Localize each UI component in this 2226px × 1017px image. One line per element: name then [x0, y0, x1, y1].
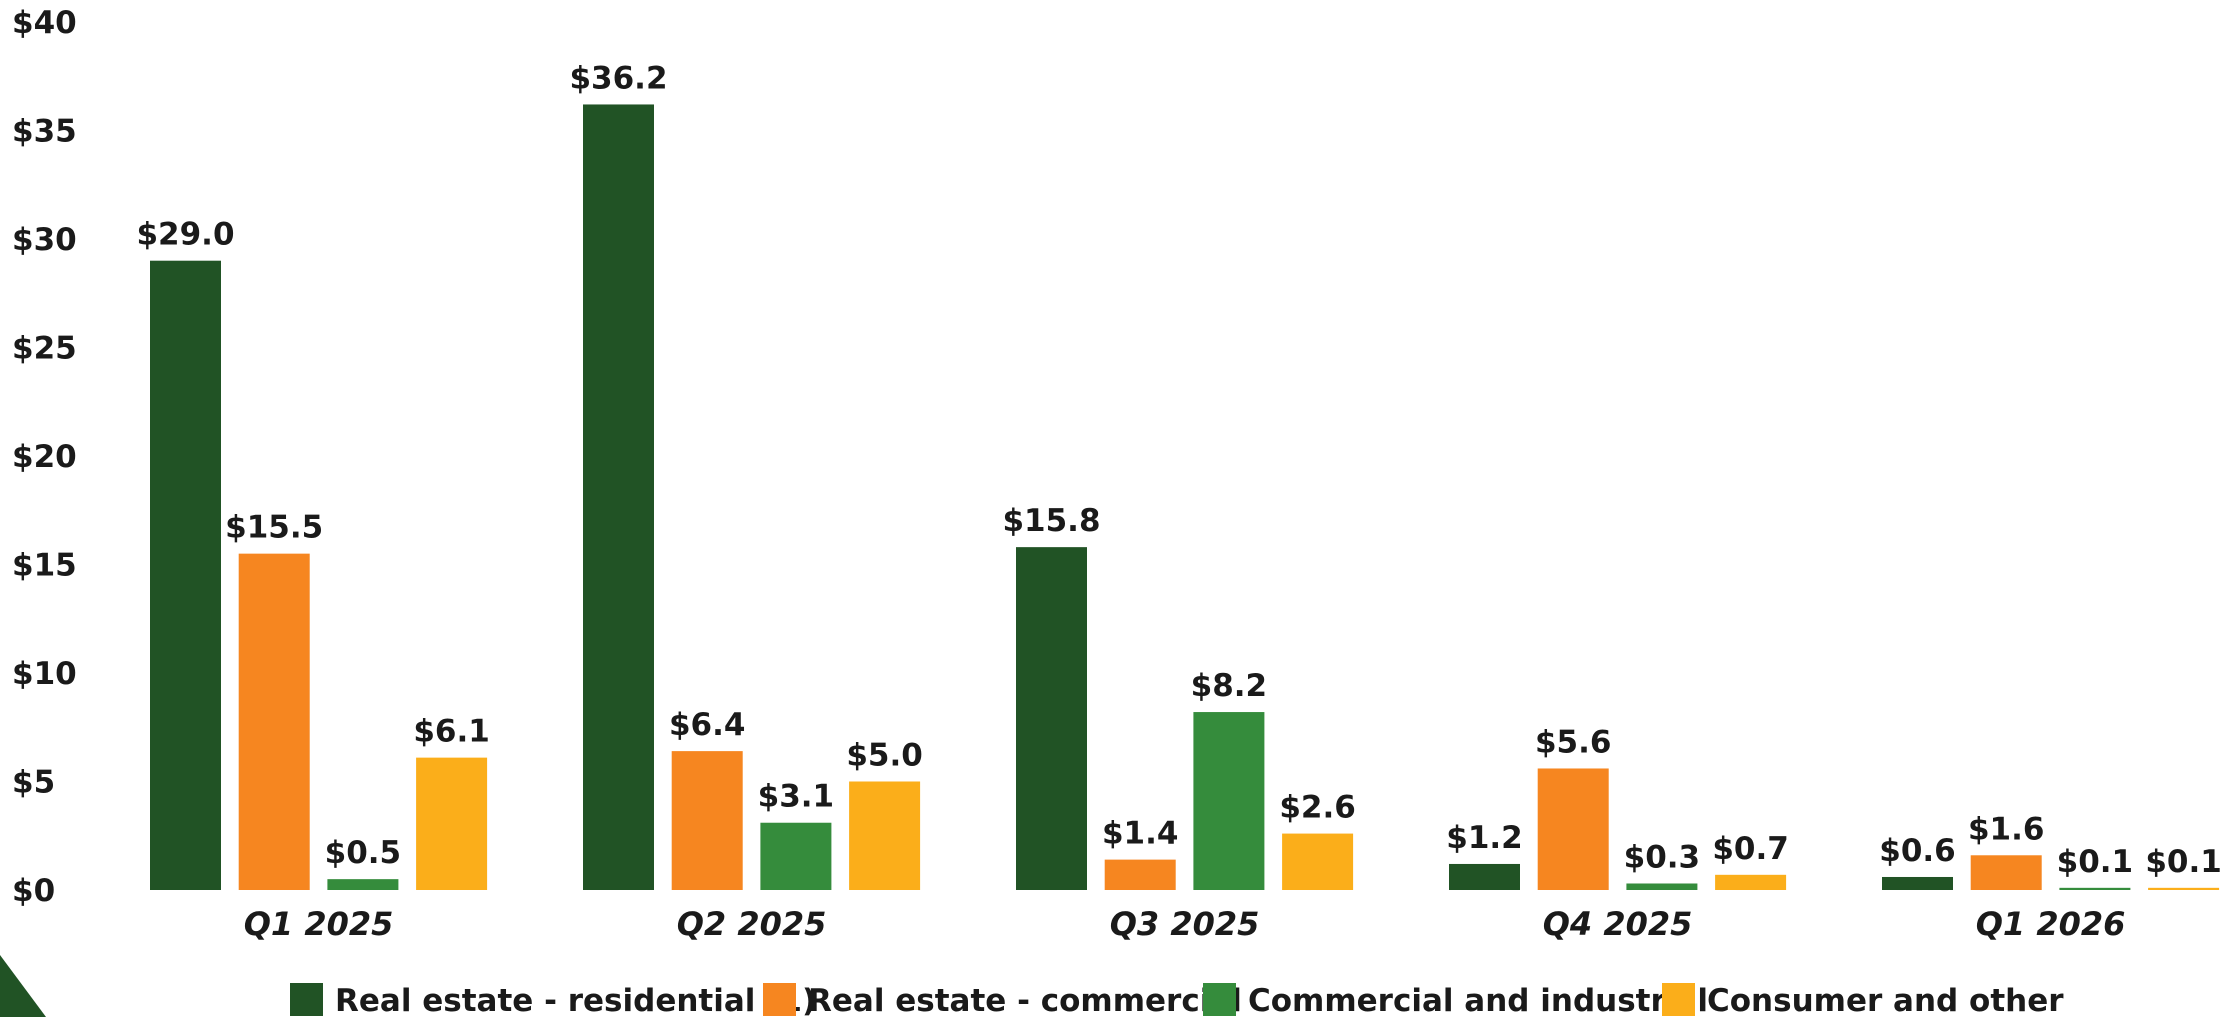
y-tick-label: $35	[12, 114, 77, 150]
legend-swatch	[290, 983, 323, 1016]
y-tick-label: $15	[12, 548, 77, 584]
bar	[1104, 859, 1176, 890]
legend-item: Real estate - commercial	[763, 983, 1242, 1017]
legend-label: Real estate - commercial	[808, 983, 1242, 1017]
legend-label: Real estate - residential (1)	[335, 983, 816, 1017]
x-tick-label: Q2 2025	[677, 905, 827, 943]
bar	[1282, 833, 1354, 890]
data-label: $36.2	[569, 60, 667, 96]
legend-label: Consumer and other	[1707, 983, 2064, 1017]
x-tick-label: Q3 2025	[1110, 905, 1260, 943]
y-tick-label: $25	[12, 331, 77, 367]
bar	[2059, 887, 2131, 890]
bar	[1970, 855, 2042, 890]
bar	[1882, 876, 1953, 890]
legend-swatch	[763, 983, 796, 1016]
legend-item: Real estate - residential (1)	[290, 983, 816, 1017]
data-label: $0.1	[2145, 844, 2222, 880]
category-group: $0.6 $1.6 $0.1 $0.1	[1879, 811, 2222, 890]
category-group: $29.0 $15.5 $0.5 $6.1	[136, 217, 490, 890]
bars: $29.0 $15.5 $0.5 $6.1 $36.2 $6.4 $3.1 $5.0 $15.8…	[136, 60, 2222, 890]
data-label: $6.4	[669, 707, 746, 743]
data-label: $15.8	[1002, 503, 1100, 539]
data-label: $0.3	[1624, 839, 1701, 875]
category-group: $15.8 $1.4 $8.2 $2.6	[1002, 503, 1356, 890]
bar	[238, 553, 310, 890]
legend: Real estate - residential (1)Real estate…	[290, 983, 2064, 1017]
x-axis: Q1 2025 Q2 2025 Q3 2025 Q4 2025 Q1 2026	[244, 905, 2126, 943]
bar	[671, 751, 743, 890]
data-label: $0.5	[325, 835, 402, 871]
data-label: $0.1	[2057, 844, 2134, 880]
bar	[849, 781, 921, 890]
bar	[1626, 883, 1698, 890]
x-tick-label: Q1 2026	[1976, 905, 2126, 943]
legend-item: Commercial and industrial	[1203, 983, 1708, 1017]
bar	[583, 104, 654, 890]
data-label: $0.6	[1879, 833, 1956, 869]
bar	[1449, 863, 1520, 890]
data-label: $1.6	[1968, 811, 2045, 847]
bar	[1715, 874, 1787, 890]
y-axis: $0 $5 $10 $15 $20 $25 $30 $35 $40	[12, 5, 77, 909]
data-label: $5.0	[846, 738, 923, 774]
y-tick-label: $40	[12, 5, 77, 41]
data-label: $3.1	[758, 779, 835, 815]
legend-swatch	[1203, 983, 1236, 1016]
data-label: $2.6	[1279, 790, 1356, 826]
legend-label: Commercial and industrial	[1248, 983, 1708, 1017]
y-tick-label: $0	[12, 873, 55, 909]
category-group: $1.2 $5.6 $0.3 $0.7	[1446, 724, 1789, 890]
bar	[327, 879, 399, 890]
y-tick-label: $10	[12, 656, 77, 692]
bar	[1016, 547, 1087, 890]
bar	[2148, 887, 2220, 890]
y-tick-label: $30	[12, 222, 77, 258]
category-group: $36.2 $6.4 $3.1 $5.0	[569, 60, 923, 890]
bar	[416, 757, 488, 890]
bar	[1193, 712, 1265, 890]
data-label: $0.7	[1712, 831, 1789, 867]
corner-decoration	[0, 955, 46, 1017]
data-label: $1.4	[1102, 816, 1179, 852]
data-label: $8.2	[1191, 668, 1268, 704]
data-label: $15.5	[225, 510, 323, 546]
y-tick-label: $5	[12, 765, 55, 801]
data-label: $1.2	[1446, 820, 1523, 856]
legend-item: Consumer and other	[1662, 983, 2064, 1017]
bar	[760, 822, 832, 890]
bar	[1537, 768, 1609, 890]
data-label: $6.1	[413, 714, 490, 750]
y-tick-label: $20	[12, 439, 77, 475]
data-label: $5.6	[1535, 724, 1612, 760]
x-tick-label: Q4 2025	[1543, 905, 1693, 943]
bar	[150, 260, 221, 890]
x-tick-label: Q1 2025	[244, 905, 394, 943]
data-label: $29.0	[136, 217, 234, 253]
corner-triangle	[0, 955, 46, 1017]
legend-swatch	[1662, 983, 1695, 1016]
